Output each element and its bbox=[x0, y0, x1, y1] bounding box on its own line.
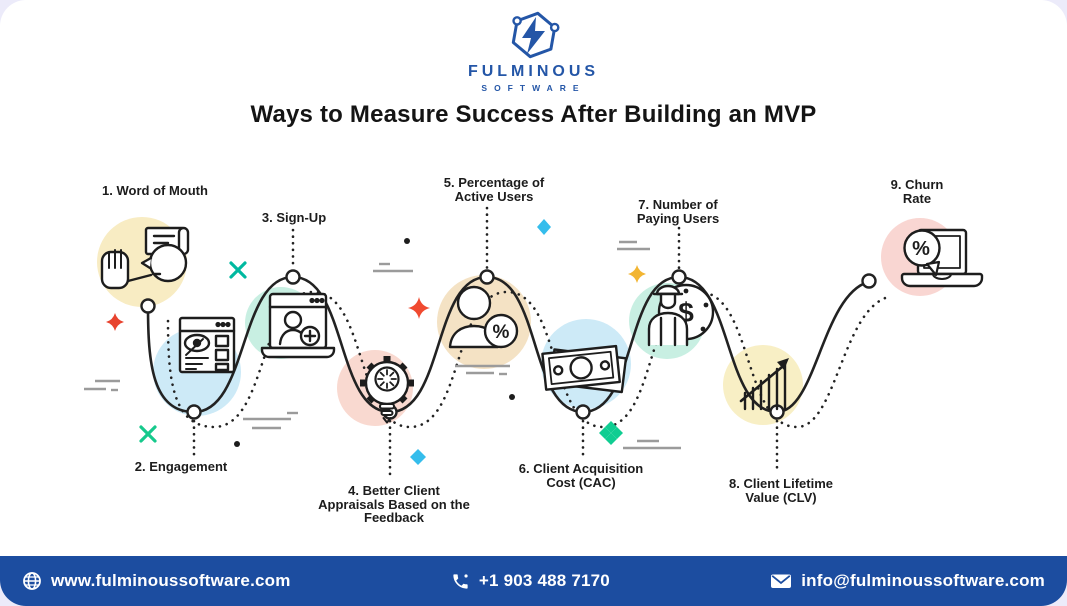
lightning-bolt-icon bbox=[521, 17, 545, 54]
step-label-2: 2. Engagement bbox=[134, 459, 228, 474]
step-label-7: 7. Number of Paying Users bbox=[636, 197, 720, 226]
footer-phone-text: +1 903 488 7170 bbox=[478, 571, 610, 590]
footer-phone[interactable]: +1 903 488 7170 bbox=[451, 571, 610, 591]
user-dollar-icon: $ bbox=[647, 283, 715, 347]
footer-website-text: www.fulminoussoftware.com bbox=[51, 571, 291, 590]
footer-email[interactable]: info@fulminoussoftware.com bbox=[770, 571, 1045, 591]
dash-lines bbox=[84, 240, 681, 450]
svg-text:%: % bbox=[493, 322, 510, 343]
user-percent-icon: % bbox=[448, 285, 519, 349]
clover-icon bbox=[599, 421, 623, 445]
sparkle-icon bbox=[628, 265, 646, 283]
sparkle-icon bbox=[106, 313, 124, 331]
laptop-add-user-icon bbox=[260, 292, 336, 359]
dot-icons bbox=[234, 238, 515, 447]
sparkle-icon bbox=[408, 297, 430, 319]
decorations bbox=[84, 219, 681, 465]
growth-chart-icon bbox=[739, 358, 789, 411]
step-label-6: 6. Client Acquisition Cost (CAC) bbox=[518, 461, 644, 490]
step-label-9: 9. Churn Rate bbox=[890, 177, 944, 206]
whisper-icon bbox=[100, 226, 190, 290]
gear-bulb-icon bbox=[360, 356, 414, 424]
phone-icon bbox=[453, 573, 468, 589]
logo: FULMINOUS SOFTWARE bbox=[0, 8, 1067, 93]
page-title: Ways to Measure Success After Building a… bbox=[250, 101, 817, 128]
x-mark-icon bbox=[139, 425, 157, 443]
diamond-icon bbox=[537, 219, 551, 235]
logo-subtitle: SOFTWARE bbox=[481, 83, 586, 93]
diamond-icon bbox=[410, 449, 426, 465]
money-icon bbox=[541, 344, 628, 394]
footer-website[interactable]: www.fulminoussoftware.com bbox=[22, 571, 291, 591]
step-label-1: 1. Word of Mouth bbox=[102, 183, 208, 198]
laptop-percent-icon: % bbox=[900, 228, 984, 288]
step-label-4: 4. Better Client Appraisals Based on the… bbox=[318, 483, 470, 526]
envelope-icon bbox=[771, 574, 792, 588]
step-label-8: 8. Client Lifetime Value (CLV) bbox=[728, 476, 834, 505]
svg-text:%: % bbox=[912, 238, 930, 260]
label-connectors bbox=[192, 206, 779, 481]
x-mark-icon bbox=[229, 261, 247, 279]
fulminous-logo-icon bbox=[511, 11, 560, 59]
footer-email-text: info@fulminoussoftware.com bbox=[801, 571, 1045, 590]
step-label-3: 3. Sign-Up bbox=[261, 210, 327, 225]
logo-name: FULMINOUS bbox=[467, 63, 600, 80]
step-label-5: 5. Percentage of Active Users bbox=[443, 175, 545, 204]
browser-eye-icon bbox=[178, 316, 236, 374]
globe-icon bbox=[23, 572, 41, 590]
footer-bar: www.fulminoussoftware.com +1 903 488 717… bbox=[0, 556, 1067, 606]
